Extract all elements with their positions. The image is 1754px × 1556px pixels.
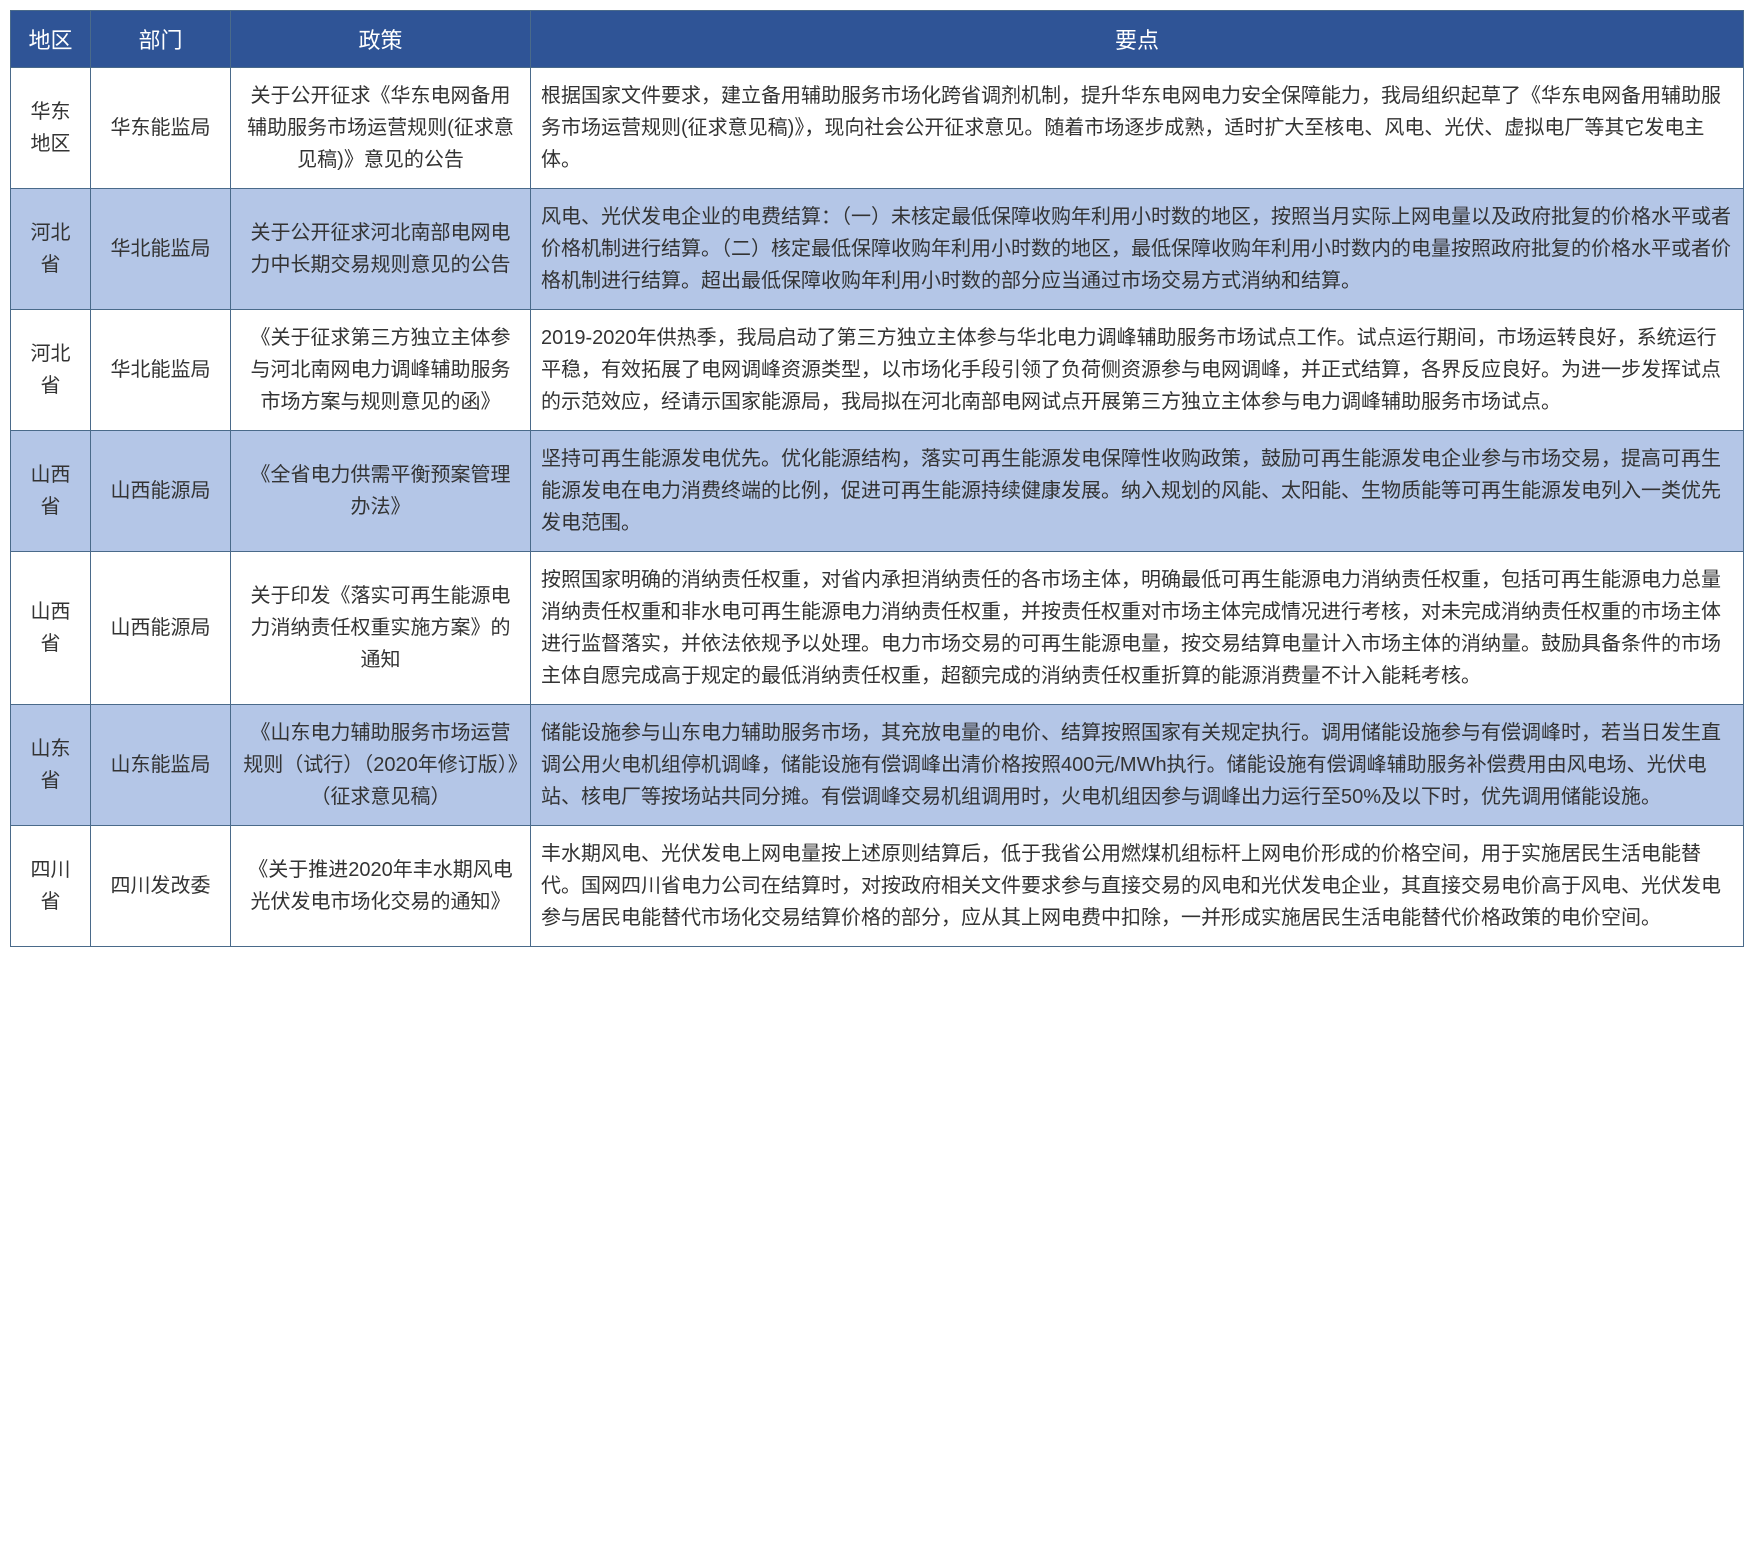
cell-dept: 华北能监局: [91, 310, 231, 431]
cell-dept: 华东能监局: [91, 68, 231, 189]
cell-region: 四川省: [11, 826, 91, 947]
header-points: 要点: [531, 11, 1744, 68]
cell-policy: 《全省电力供需平衡预案管理办法》: [231, 431, 531, 552]
cell-points: 风电、光伏发电企业的电费结算：（一）未核定最低保障收购年利用小时数的地区，按照当…: [531, 189, 1744, 310]
cell-region: 河北省: [11, 189, 91, 310]
cell-dept: 山西能源局: [91, 431, 231, 552]
header-policy: 政策: [231, 11, 531, 68]
header-dept: 部门: [91, 11, 231, 68]
cell-policy: 关于印发《落实可再生能源电力消纳责任权重实施方案》的通知: [231, 552, 531, 705]
cell-region: 山西省: [11, 431, 91, 552]
cell-points: 根据国家文件要求，建立备用辅助服务市场化跨省调剂机制，提升华东电网电力安全保障能…: [531, 68, 1744, 189]
cell-dept: 四川发改委: [91, 826, 231, 947]
table-row: 山东省山东能监局《山东电力辅助服务市场运营规则（试行）（2020年修订版）》（征…: [11, 705, 1744, 826]
cell-region: 山西省: [11, 552, 91, 705]
cell-points: 按照国家明确的消纳责任权重，对省内承担消纳责任的各市场主体，明确最低可再生能源电…: [531, 552, 1744, 705]
cell-policy: 关于公开征求《华东电网备用辅助服务市场运营规则(征求意见稿)》意见的公告: [231, 68, 531, 189]
header-row: 地区 部门 政策 要点: [11, 11, 1744, 68]
table-row: 山西省山西能源局关于印发《落实可再生能源电力消纳责任权重实施方案》的通知按照国家…: [11, 552, 1744, 705]
cell-dept: 华北能监局: [91, 189, 231, 310]
cell-policy: 《关于推进2020年丰水期风电光伏发电市场化交易的通知》: [231, 826, 531, 947]
table-row: 山西省山西能源局《全省电力供需平衡预案管理办法》坚持可再生能源发电优先。优化能源…: [11, 431, 1744, 552]
table-row: 河北省华北能监局《关于征求第三方独立主体参与河北南网电力调峰辅助服务市场方案与规…: [11, 310, 1744, 431]
policy-table: 地区 部门 政策 要点 华东地区华东能监局关于公开征求《华东电网备用辅助服务市场…: [10, 10, 1744, 947]
cell-points: 坚持可再生能源发电优先。优化能源结构，落实可再生能源发电保障性收购政策，鼓励可再…: [531, 431, 1744, 552]
cell-policy: 关于公开征求河北南部电网电力中长期交易规则意见的公告: [231, 189, 531, 310]
cell-region: 河北省: [11, 310, 91, 431]
cell-policy: 《关于征求第三方独立主体参与河北南网电力调峰辅助服务市场方案与规则意见的函》: [231, 310, 531, 431]
cell-region: 华东地区: [11, 68, 91, 189]
header-region: 地区: [11, 11, 91, 68]
table-row: 华东地区华东能监局关于公开征求《华东电网备用辅助服务市场运营规则(征求意见稿)》…: [11, 68, 1744, 189]
cell-dept: 山西能源局: [91, 552, 231, 705]
table-row: 河北省华北能监局关于公开征求河北南部电网电力中长期交易规则意见的公告风电、光伏发…: [11, 189, 1744, 310]
cell-dept: 山东能监局: [91, 705, 231, 826]
cell-points: 丰水期风电、光伏发电上网电量按上述原则结算后，低于我省公用燃煤机组标杆上网电价形…: [531, 826, 1744, 947]
table-row: 四川省四川发改委《关于推进2020年丰水期风电光伏发电市场化交易的通知》丰水期风…: [11, 826, 1744, 947]
cell-region: 山东省: [11, 705, 91, 826]
cell-policy: 《山东电力辅助服务市场运营规则（试行）（2020年修订版）》（征求意见稿）: [231, 705, 531, 826]
cell-points: 储能设施参与山东电力辅助服务市场，其充放电量的电价、结算按照国家有关规定执行。调…: [531, 705, 1744, 826]
cell-points: 2019-2020年供热季，我局启动了第三方独立主体参与华北电力调峰辅助服务市场…: [531, 310, 1744, 431]
